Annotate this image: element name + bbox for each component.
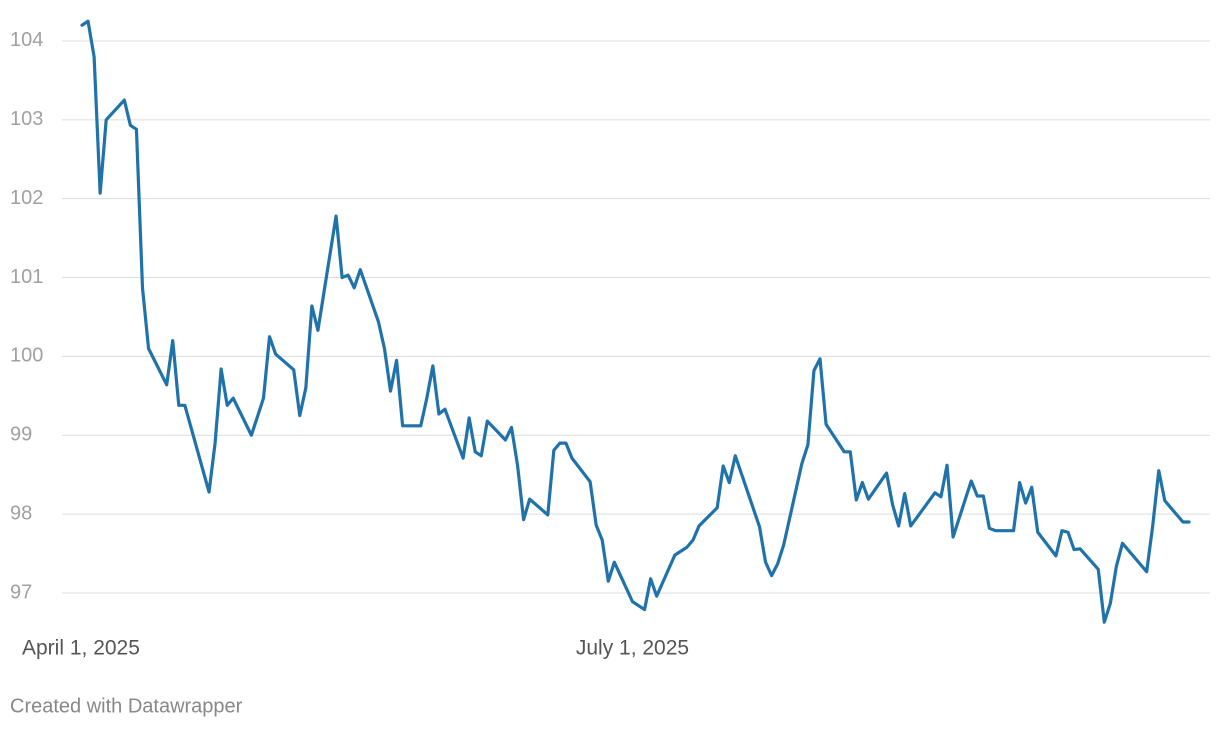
x-tick-label: April 1, 2025 [22, 637, 140, 660]
footer: Created with Datawrapper [10, 695, 243, 717]
y-tick-label: 100 [10, 345, 43, 367]
y-tick-label: 98 [10, 502, 32, 524]
y-tick-label: 104 [10, 29, 43, 51]
y-tick-label: 101 [10, 266, 43, 288]
x-tick-label: July 1, 2025 [576, 637, 689, 660]
y-tick-label: 99 [10, 424, 32, 446]
y-tick-label: 102 [10, 187, 43, 209]
y-tick-label: 103 [10, 108, 43, 130]
line [80, 19, 1191, 624]
y-tick-label: 97 [10, 581, 32, 603]
